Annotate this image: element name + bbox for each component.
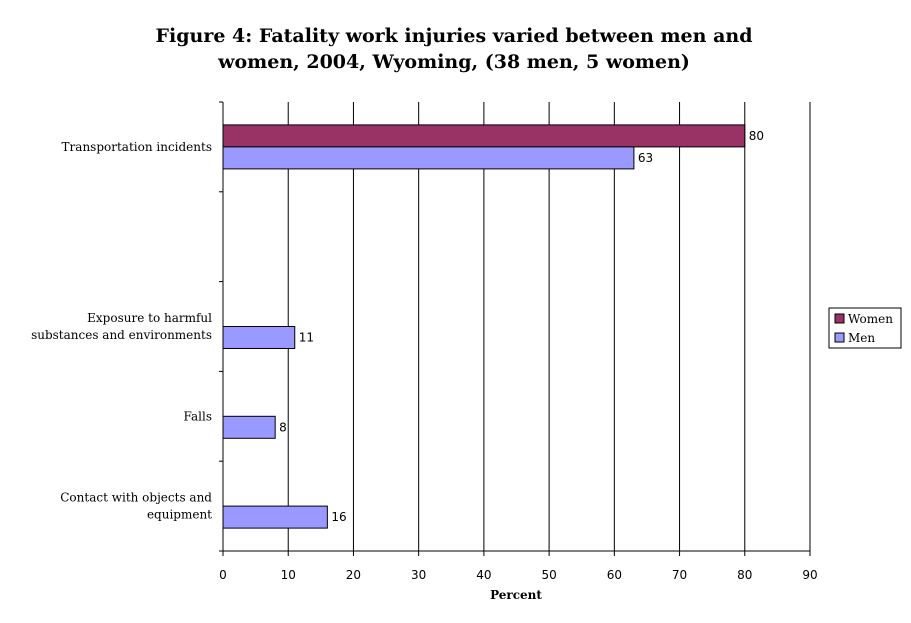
legend-swatch-men (834, 332, 845, 343)
legend: Women Men (828, 307, 902, 349)
bar-men-1 (222, 326, 296, 349)
bar-women-0 (222, 124, 746, 148)
chart-title-line-1: Figure 4: Fatality work injuries varied … (156, 25, 753, 47)
axes (219, 101, 811, 556)
category-label-1-0: Exposure to harmful (87, 311, 212, 325)
legend-swatch-women (834, 313, 845, 324)
x-axis-title: Percent (490, 588, 542, 602)
category-label-2-0: Falls (184, 409, 213, 423)
x-tick-label-20: 20 (346, 568, 361, 582)
category-label-0-0: Transportation incidents (62, 140, 212, 154)
x-tick-label-0: 0 (219, 568, 227, 582)
x-tick-label-10: 10 (281, 568, 296, 582)
bar-men-0 (222, 146, 635, 170)
bar-men-3 (222, 505, 328, 529)
data-label-men-3: 16 (331, 510, 346, 524)
x-tick-label-70: 70 (672, 568, 687, 582)
data-label-men-2: 8 (279, 420, 287, 434)
x-tick-label-50: 50 (541, 568, 556, 582)
x-tick-label-60: 60 (607, 568, 622, 582)
x-tick-label-90: 90 (802, 568, 817, 582)
legend-label-women: Women (848, 312, 893, 326)
bar-men-2 (222, 415, 276, 439)
labels: 0 10 20 30 40 50 60 70 80 90 80 63 Transportation in… (31, 129, 818, 582)
chart-title-line-2: women, 2004, Wyoming, (38 men, 5 women) (217, 51, 690, 73)
category-label-3-1: equipment (147, 508, 212, 522)
x-tick-label-40: 40 (476, 568, 491, 582)
data-label-men-0: 63 (638, 151, 653, 165)
data-label-men-1: 11 (299, 331, 314, 345)
gridlines (287, 102, 811, 551)
data-label-women-0: 80 (749, 129, 764, 143)
x-tick-label-80: 80 (737, 568, 752, 582)
category-label-1-1: substances and environments (31, 328, 212, 342)
x-tick-label-30: 30 (411, 568, 426, 582)
legend-label-men: Men (848, 331, 875, 345)
category-label-3-0: Contact with objects and (60, 491, 212, 505)
